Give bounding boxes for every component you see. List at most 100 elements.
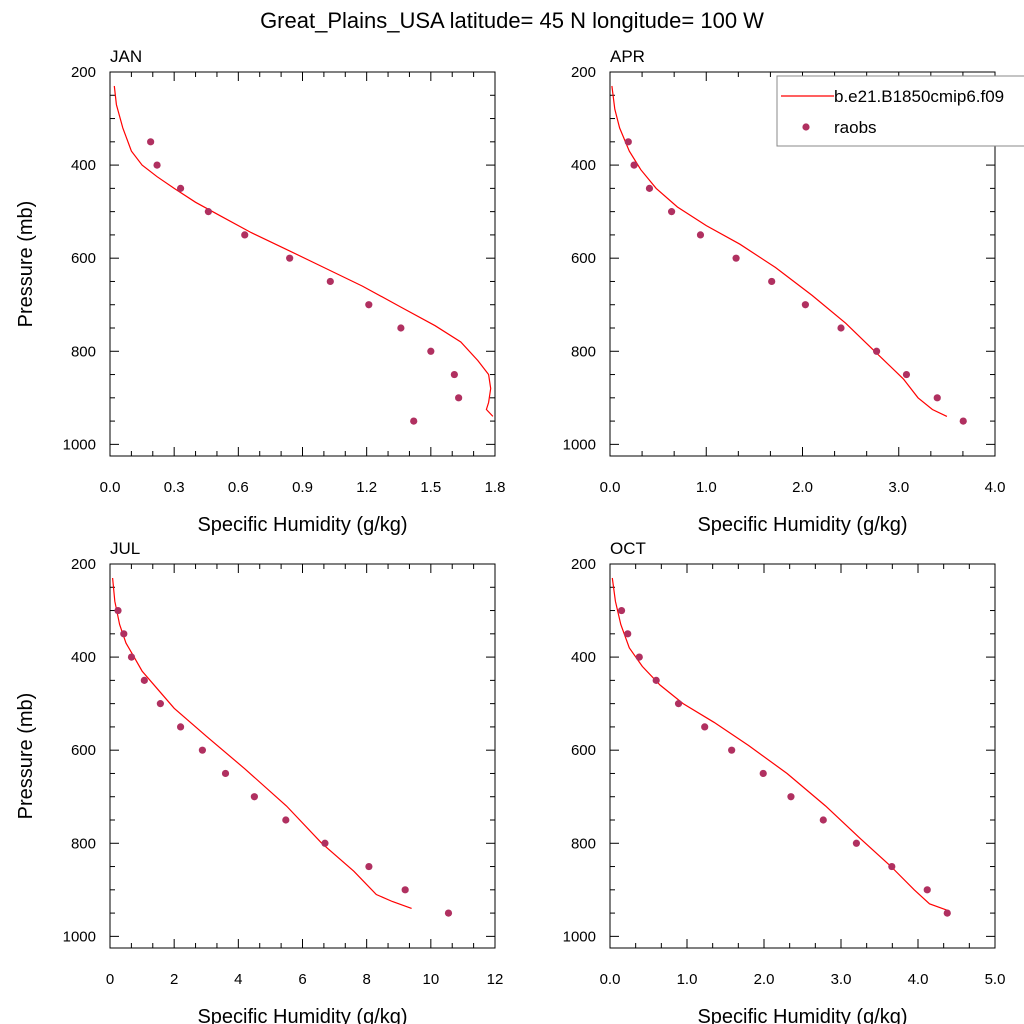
y-tick-label-oct: 200 bbox=[571, 556, 596, 573]
y-tick-label-oct: 400 bbox=[571, 649, 596, 666]
x-tick-label-jul: 12 bbox=[487, 971, 504, 988]
legend-model-label: b.e21.B1850cmip6.f09 bbox=[834, 87, 1004, 106]
raobs-point-oct bbox=[674, 700, 683, 708]
raobs-point-apr bbox=[902, 370, 911, 379]
raobs-point-apr bbox=[645, 184, 654, 192]
raobs-point-jan bbox=[204, 208, 212, 216]
raobs-point-jul bbox=[321, 839, 329, 847]
raobs-point-apr bbox=[959, 417, 967, 425]
legend-marker-swatch bbox=[802, 123, 810, 131]
raobs-point-jan bbox=[365, 301, 373, 309]
raobs-point-apr bbox=[624, 138, 632, 146]
x-tick-label-jan: 1.5 bbox=[420, 479, 441, 496]
raobs-point-jan bbox=[147, 138, 155, 146]
y-tick-label-apr: 600 bbox=[571, 250, 596, 267]
raobs-point-jul bbox=[140, 676, 148, 684]
raobs-point-jan bbox=[176, 184, 185, 192]
x-tick-label-apr: 0.0 bbox=[600, 479, 621, 496]
raobs-point-jul bbox=[221, 769, 230, 778]
raobs-point-jan bbox=[410, 417, 418, 425]
raobs-point-apr bbox=[668, 208, 676, 216]
y-tick-label-jan: 200 bbox=[71, 64, 96, 81]
raobs-point-apr bbox=[873, 347, 881, 355]
x-tick-label-oct: 2.0 bbox=[754, 971, 775, 988]
y-axis-label-jul: Pressure (mb) bbox=[15, 693, 37, 820]
legend-box bbox=[776, 75, 1024, 147]
y-tick-label-oct: 800 bbox=[571, 835, 596, 852]
raobs-point-apr bbox=[732, 254, 740, 262]
legend-obs-label: raobs bbox=[834, 118, 877, 137]
raobs-point-jul bbox=[444, 909, 453, 917]
y-tick-label-jan: 800 bbox=[71, 343, 96, 360]
raobs-point-jan bbox=[241, 231, 249, 239]
panel-title-jul: JUL bbox=[110, 539, 140, 558]
x-tick-label-oct: 3.0 bbox=[831, 971, 852, 988]
panel-title-jan: JAN bbox=[110, 47, 142, 66]
x-tick-label-jul: 2 bbox=[170, 971, 178, 988]
y-tick-label-jul: 600 bbox=[71, 742, 96, 759]
y-tick-label-apr: 200 bbox=[571, 64, 596, 81]
x-axis-label-jul: Specific Humidity (g/kg) bbox=[197, 1006, 407, 1024]
model-line-jul bbox=[112, 577, 412, 909]
raobs-point-jan bbox=[286, 254, 294, 262]
raobs-point-jul bbox=[282, 816, 290, 824]
panel-frame-jan bbox=[109, 71, 496, 457]
x-tick-label-jul: 8 bbox=[362, 971, 370, 988]
raobs-point-oct bbox=[852, 839, 861, 847]
raobs-point-apr bbox=[837, 324, 845, 332]
panel-frame-jul bbox=[109, 563, 496, 949]
raobs-point-oct bbox=[888, 862, 896, 871]
x-tick-label-jan: 1.8 bbox=[485, 479, 506, 496]
y-tick-label-apr: 800 bbox=[571, 343, 596, 360]
x-tick-label-apr: 3.0 bbox=[888, 479, 909, 496]
panel-frame-oct bbox=[609, 563, 996, 949]
y-axis-label-jan: Pressure (mb) bbox=[15, 201, 37, 328]
x-tick-label-jan: 1.2 bbox=[356, 479, 377, 496]
panel-jul: 0 2 4 6 8 10 12 200 400 600 800 1000 JUL Specific Hum… bbox=[15, 539, 503, 1024]
y-tick-label-jul: 200 bbox=[71, 556, 96, 573]
raobs-point-jul bbox=[114, 606, 122, 615]
panel-jan: 0.0 0.3 0.6 0.9 1.2 1.5 1.8 200 400 600 800 1000 JAN… bbox=[15, 47, 505, 536]
x-tick-label-oct: 0.0 bbox=[600, 971, 621, 988]
x-tick-label-apr: 4.0 bbox=[985, 479, 1006, 496]
x-tick-label-oct: 5.0 bbox=[985, 971, 1006, 988]
raobs-point-oct bbox=[819, 816, 827, 824]
raobs-point-jan bbox=[326, 277, 334, 286]
y-tick-label-jul: 800 bbox=[71, 835, 96, 852]
raobs-point-oct bbox=[701, 723, 709, 731]
raobs-point-oct bbox=[728, 746, 736, 754]
y-tick-label-apr: 1000 bbox=[563, 436, 596, 453]
raobs-point-oct bbox=[624, 630, 632, 638]
raobs-point-jul bbox=[365, 862, 373, 871]
x-tick-label-oct: 1.0 bbox=[677, 971, 698, 988]
x-tick-label-jan: 0.6 bbox=[228, 479, 249, 496]
raobs-point-jan bbox=[450, 370, 458, 379]
y-tick-label-jul: 400 bbox=[71, 649, 96, 666]
raobs-point-oct bbox=[635, 653, 643, 661]
raobs-point-oct bbox=[652, 676, 660, 684]
y-tick-label-jan: 1000 bbox=[63, 436, 96, 453]
x-tick-label-jul: 0 bbox=[106, 971, 114, 988]
raobs-point-jul bbox=[401, 886, 409, 894]
raobs-point-oct bbox=[787, 793, 795, 801]
raobs-point-apr bbox=[768, 277, 776, 286]
raobs-point-apr bbox=[630, 161, 638, 169]
raobs-point-jul bbox=[198, 746, 206, 754]
y-tick-label-jan: 400 bbox=[71, 157, 96, 174]
raobs-point-jan bbox=[397, 324, 405, 332]
x-tick-label-apr: 1.0 bbox=[696, 479, 717, 496]
legend: b.e21.B1850cmip6.f09 raobs bbox=[776, 75, 1024, 147]
y-tick-label-apr: 400 bbox=[571, 157, 596, 174]
x-axis-label-jan: Specific Humidity (g/kg) bbox=[197, 514, 407, 536]
model-line-oct bbox=[611, 577, 950, 912]
raobs-point-jul bbox=[250, 793, 258, 801]
model-line-jan bbox=[113, 85, 494, 417]
raobs-point-jan bbox=[153, 161, 161, 169]
y-tick-label-oct: 600 bbox=[571, 742, 596, 759]
panel-apr: 0.0 1.0 2.0 3.0 4.0 200 400 600 800 1000 APR Specif… bbox=[563, 47, 1006, 536]
x-axis-label-oct: Specific Humidity (g/kg) bbox=[697, 1006, 907, 1024]
x-tick-label-jul: 6 bbox=[298, 971, 306, 988]
x-tick-label-jul: 10 bbox=[422, 971, 439, 988]
raobs-point-jan bbox=[455, 394, 463, 402]
raobs-point-jul bbox=[120, 630, 128, 638]
